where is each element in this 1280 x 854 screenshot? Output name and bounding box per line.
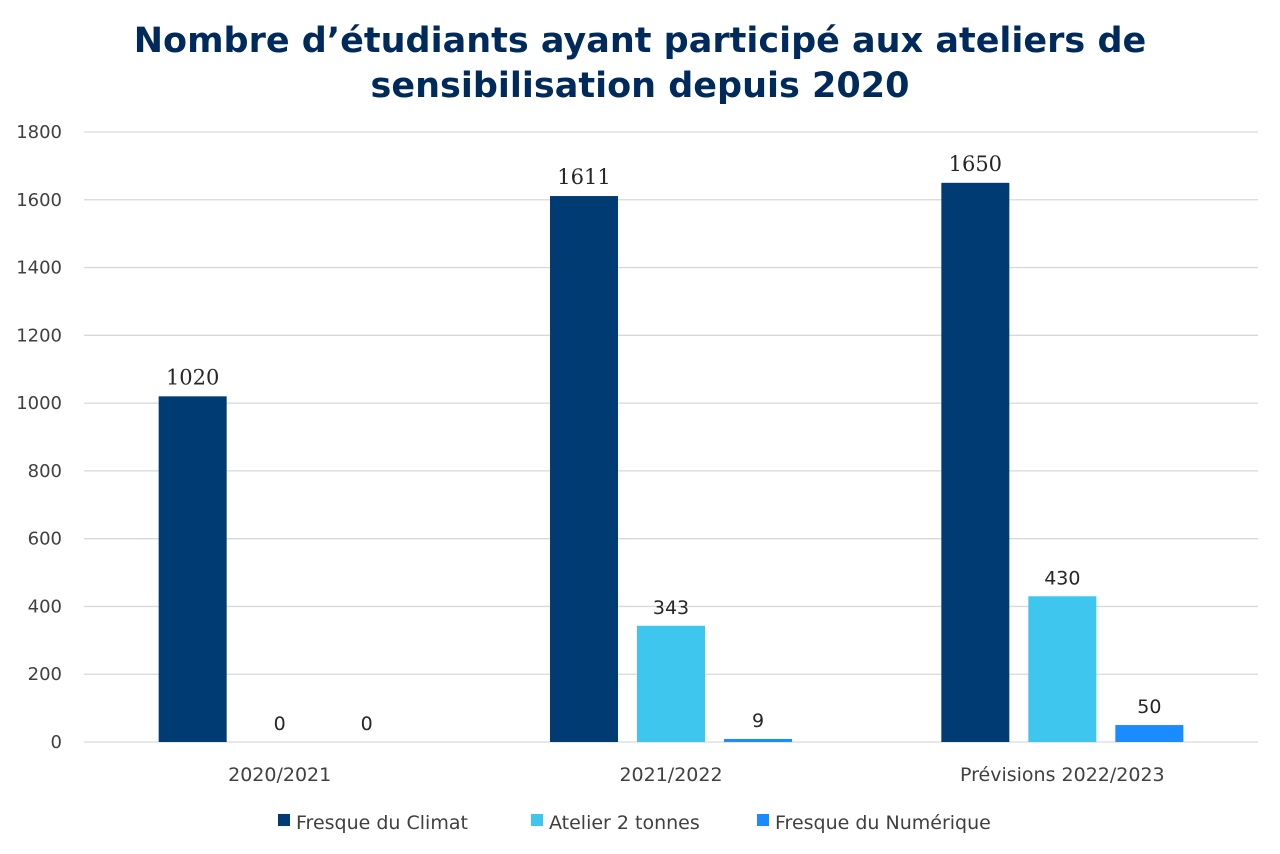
data-label: 430 bbox=[1044, 567, 1080, 589]
chart-title-line-2: sensibilisation depuis 2020 bbox=[371, 66, 910, 106]
y-tick-label: 200 bbox=[28, 664, 62, 685]
data-label: 1650 bbox=[949, 152, 1002, 176]
bar bbox=[1028, 596, 1097, 742]
legend-swatch bbox=[757, 814, 769, 826]
data-label: 50 bbox=[1137, 696, 1161, 718]
legend-swatch bbox=[531, 814, 543, 826]
x-tick-label: 2021/2022 bbox=[619, 764, 722, 786]
bar bbox=[1115, 725, 1184, 742]
data-label: 0 bbox=[361, 713, 373, 735]
bar bbox=[941, 182, 1010, 743]
y-tick-label: 1400 bbox=[16, 258, 62, 279]
data-label: 1611 bbox=[557, 165, 610, 189]
legend: Fresque du Climat Atelier 2 tonnes Fresque… bbox=[278, 812, 991, 834]
y-tick-label: 400 bbox=[28, 596, 62, 617]
x-tick-label: Prévisions 2022/2023 bbox=[960, 764, 1165, 786]
bar bbox=[637, 625, 705, 742]
bar bbox=[724, 738, 792, 742]
y-tick-label: 1800 bbox=[16, 122, 62, 143]
bar bbox=[550, 196, 618, 743]
chart-title-line-1: Nombre d’étudiants ayant participé aux a… bbox=[134, 21, 1147, 61]
data-labels: 1020 0 0 1611 343 9 1650 430 50 bbox=[166, 152, 1161, 735]
data-label: 1020 bbox=[166, 365, 219, 389]
x-tick-label: 2020/2021 bbox=[228, 764, 331, 786]
data-label: 9 bbox=[752, 710, 764, 732]
y-tick-label: 1600 bbox=[16, 190, 62, 211]
y-tick-label: 0 bbox=[51, 732, 62, 753]
y-tick-label: 800 bbox=[28, 461, 62, 482]
data-label: 343 bbox=[653, 597, 689, 619]
y-tick-label: 1000 bbox=[16, 393, 62, 414]
data-label: 0 bbox=[274, 713, 286, 735]
y-tick-label: 600 bbox=[28, 529, 62, 550]
gridlines bbox=[84, 131, 1258, 743]
legend-swatch bbox=[278, 814, 290, 826]
y-tick-label: 1200 bbox=[16, 325, 62, 346]
legend-label: Fresque du Climat bbox=[296, 812, 468, 834]
legend-label: Atelier 2 tonnes bbox=[549, 812, 700, 834]
bar bbox=[158, 396, 227, 742]
bars bbox=[158, 182, 1184, 743]
x-axis-ticks: 2020/2021 2021/2022 Prévisions 2022/2023 bbox=[228, 764, 1165, 786]
legend-label: Fresque du Numérique bbox=[775, 812, 991, 834]
y-axis-ticks: 0 200 400 600 800 1000 1200 1400 1600 1800 bbox=[16, 122, 62, 753]
